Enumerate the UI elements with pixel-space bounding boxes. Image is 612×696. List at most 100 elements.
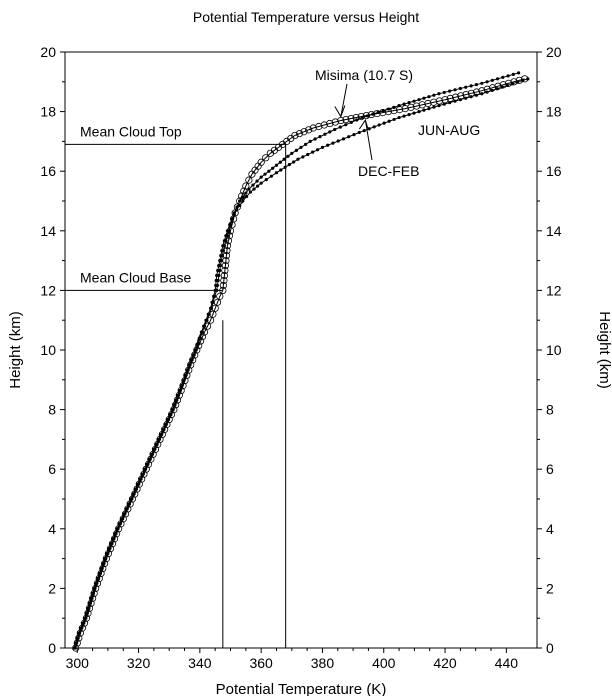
series-point-jun-aug: [490, 88, 494, 93]
series-line-jun-aug: [73, 78, 528, 649]
series-point-dec-feb: [286, 154, 290, 158]
series-point-dec-feb: [278, 160, 282, 164]
series-point-jun-aug: [352, 132, 356, 137]
series-point-dec-feb: [294, 148, 299, 152]
y-tick-label-left: 16: [40, 163, 56, 179]
series-point-dec-feb: [127, 502, 132, 506]
y-tick-label-left: 4: [48, 521, 56, 537]
series-point-jun-aug: [287, 163, 291, 167]
series-point-dec-feb: [458, 86, 462, 91]
series-point-misima-10-7-s: [401, 105, 409, 113]
y-tick-label-right: 6: [546, 461, 554, 477]
series-point-dec-feb: [91, 591, 96, 595]
series-point-dec-feb: [224, 239, 228, 243]
series-point-dec-feb: [110, 542, 114, 546]
x-tick-label: 400: [372, 655, 396, 671]
series-point-jun-aug: [402, 114, 406, 118]
series-point-jun-aug: [417, 110, 421, 114]
series-point-misima-10-7-s: [219, 281, 227, 290]
y-tick-label-right: 20: [546, 44, 562, 60]
series-point-dec-feb: [171, 408, 175, 412]
series-point-dec-feb: [227, 229, 231, 233]
x-tick-label: 380: [311, 655, 335, 671]
series-point-dec-feb: [84, 616, 88, 620]
series-point-dec-feb: [108, 547, 112, 551]
series-point-jun-aug: [392, 117, 396, 122]
y-tick-label-right: 16: [546, 163, 562, 179]
series-point-dec-feb: [427, 95, 431, 99]
series-point-dec-feb: [216, 278, 220, 283]
series-point-dec-feb: [241, 195, 245, 199]
series-point-dec-feb: [98, 571, 102, 576]
annotation-arrow: [340, 83, 348, 117]
series-point-dec-feb: [82, 621, 86, 625]
series-point-dec-feb: [211, 300, 215, 304]
series-point-dec-feb: [178, 388, 182, 393]
series-point-dec-feb: [255, 179, 259, 183]
series-point-jun-aug: [407, 112, 411, 117]
series-point-dec-feb: [222, 244, 226, 248]
series-point-jun-aug: [241, 199, 245, 203]
series-point-dec-feb: [132, 492, 136, 496]
chart-title: Potential Temperature versus Height: [193, 9, 419, 25]
y-tick-label-left: 12: [40, 282, 56, 298]
series-point-dec-feb: [215, 283, 220, 288]
series-point-misima-10-7-s: [305, 126, 313, 134]
series-point-jun-aug: [311, 150, 315, 154]
series-point-dec-feb: [180, 384, 184, 388]
series-point-dec-feb: [263, 172, 267, 176]
series-point-dec-feb: [230, 217, 235, 221]
series-point-dec-feb: [218, 263, 223, 268]
series-point-dec-feb: [303, 142, 308, 146]
x-tick-label: 360: [249, 655, 273, 671]
series-point-dec-feb: [299, 145, 303, 149]
y-tick-label-left: 18: [40, 104, 56, 120]
series-point-dec-feb: [173, 403, 177, 407]
series-point-dec-feb: [225, 234, 230, 238]
x-tick-label: 300: [66, 655, 90, 671]
series-point-jun-aug: [382, 121, 386, 125]
series-group: [72, 71, 530, 652]
series-point-dec-feb: [123, 512, 127, 516]
series-point-misima-10-7-s: [331, 118, 339, 126]
series-point-dec-feb: [162, 427, 166, 432]
y-tick-label-right: 14: [546, 223, 562, 239]
series-point-dec-feb: [153, 447, 157, 451]
y-tick-label-right: 2: [546, 580, 554, 596]
series-point-jun-aug: [252, 187, 256, 191]
series-point-dec-feb: [432, 93, 436, 97]
series-point-dec-feb: [235, 205, 239, 209]
series-point-dec-feb: [220, 254, 224, 258]
series-point-jun-aug: [326, 143, 330, 147]
series-point-dec-feb: [392, 105, 396, 109]
series-point-jun-aug: [432, 105, 436, 109]
series-point-dec-feb: [232, 211, 236, 215]
series-point-misima-10-7-s: [424, 99, 432, 108]
series-point-dec-feb: [112, 537, 116, 541]
y-tick-label-left: 8: [48, 402, 56, 418]
series-point-jun-aug: [362, 128, 366, 133]
series-point-misima-10-7-s: [242, 182, 250, 190]
series-point-dec-feb: [229, 223, 233, 227]
series-point-misima-10-7-s: [220, 271, 228, 280]
series-point-dec-feb: [205, 318, 209, 322]
y-tick-label-left: 6: [48, 461, 56, 477]
tick-group: 300 320 340 360 380 400 420 440 0 0 2 2 4 4 6 6 8 8 10 10 12…: [40, 44, 561, 671]
series-point-jun-aug: [521, 78, 525, 83]
series-point-jun-aug: [255, 184, 260, 188]
series-point-misima-10-7-s: [257, 158, 265, 166]
series-point-misima-10-7-s: [412, 102, 421, 110]
series-point-dec-feb: [190, 358, 194, 362]
series-point-dec-feb: [141, 472, 145, 476]
series-point-dec-feb: [221, 249, 225, 253]
series-point-dec-feb: [148, 457, 152, 461]
series-point-dec-feb: [453, 88, 457, 92]
annotation-jun-aug: JUN-AUG: [418, 122, 480, 138]
x-tick-label: 320: [127, 655, 151, 671]
series-point-jun-aug: [464, 96, 468, 100]
series-point-jun-aug: [372, 125, 376, 129]
series-point-dec-feb: [198, 336, 202, 340]
series-point-jun-aug: [480, 92, 484, 96]
series-point-dec-feb: [150, 452, 155, 456]
